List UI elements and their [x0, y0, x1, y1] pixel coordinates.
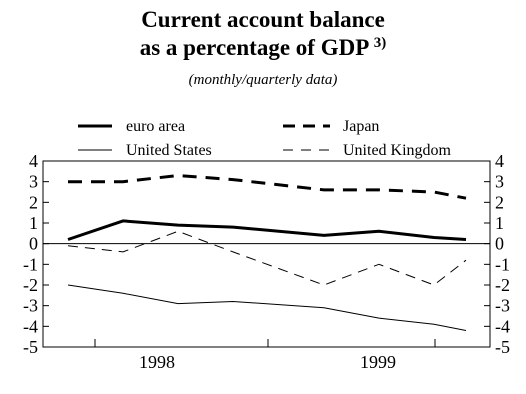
chart-title-line1: Current account balance	[141, 7, 385, 32]
y-tick-label-left: 2	[29, 192, 38, 212]
chart-title-footnote: 3)	[373, 35, 387, 51]
y-tick-label-right: -4	[495, 316, 510, 336]
series-line-euro-area	[67, 219, 467, 241]
y-tick-label-left: 0	[29, 234, 38, 254]
y-tick-label-right: -1	[495, 254, 510, 274]
y-tick-label-left: -3	[23, 296, 38, 316]
x-tick-label: 1998	[139, 352, 175, 372]
y-tick-label-left: -5	[23, 337, 38, 357]
chart-subtitle: (monthly/quarterly data)	[188, 72, 338, 88]
x-tick-label: 1999	[360, 352, 396, 372]
y-tick-label-left: 1	[29, 213, 38, 233]
y-tick-label-right: 3	[495, 172, 504, 192]
chart-title-line2-text: as a percentage of GDP	[139, 35, 368, 60]
y-tick-label-left: -4	[23, 316, 38, 336]
y-tick-label-right: -3	[495, 296, 510, 316]
legend-label: Japan	[343, 118, 379, 135]
y-tick-label-right: 1	[495, 213, 504, 233]
y-tick-label-right: 4	[495, 151, 504, 171]
y-tick-label-left: -2	[23, 275, 38, 295]
y-tick-label-right: 2	[495, 192, 504, 212]
chart-title-line2: as a percentage of GDP 3)	[0, 34, 526, 61]
y-tick-label-right: 0	[495, 234, 504, 254]
y-tick-label-left: 3	[29, 172, 38, 192]
series-line-united-kingdom	[67, 230, 467, 286]
y-tick-label-left: -1	[23, 254, 38, 274]
plot-frame	[42, 160, 491, 348]
y-tick-label-left: 4	[29, 151, 38, 171]
y-tick-label-right: -5	[495, 337, 510, 357]
legend-label: euro area	[126, 118, 185, 135]
legend-label: United Kingdom	[343, 142, 452, 159]
series-line-united-states	[67, 284, 467, 331]
legend-label: United States	[126, 142, 212, 159]
y-tick-label-right: -2	[495, 275, 510, 295]
series-line-japan	[68, 174, 467, 200]
